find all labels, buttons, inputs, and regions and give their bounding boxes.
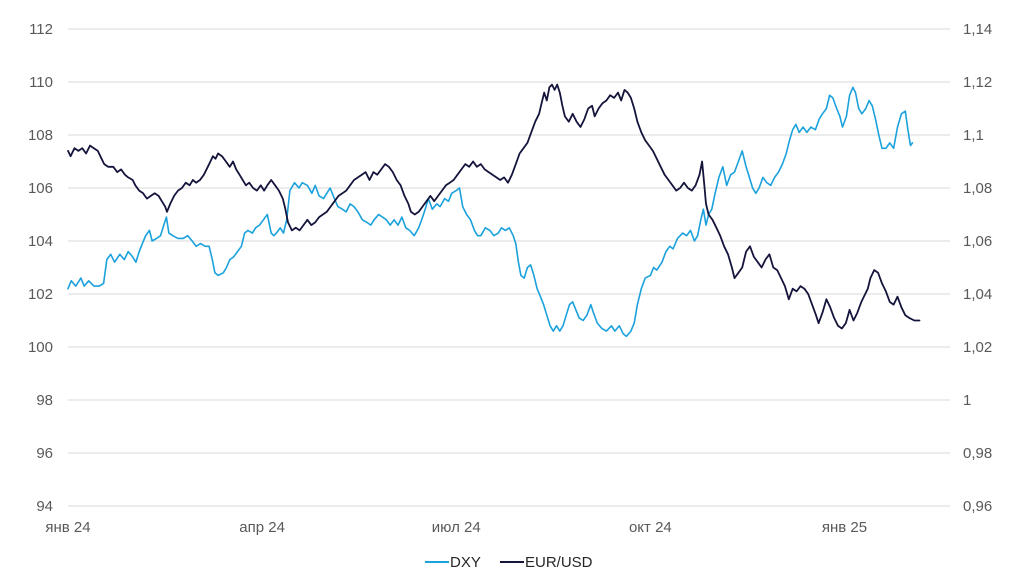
x-tick-label: янв 24 <box>45 519 90 536</box>
y-left-tick-label: 108 <box>28 127 53 144</box>
x-tick-label: апр 24 <box>239 519 285 536</box>
y-right-tick-label: 1,06 <box>963 233 992 250</box>
y-right-tick-label: 1,12 <box>963 74 992 91</box>
legend: DXY EUR/USD <box>425 554 593 571</box>
y-left-tick-label: 106 <box>28 180 53 197</box>
y-left-tick-label: 100 <box>28 339 53 356</box>
y-right-tick-label: 1 <box>963 392 971 409</box>
y-right-tick-label: 1,08 <box>963 180 992 197</box>
y-left-tick-label: 112 <box>29 21 53 38</box>
series-line-dxy <box>67 86 914 338</box>
y-left-tick-label: 94 <box>36 498 53 515</box>
y-right-tick-label: 1,02 <box>963 339 992 356</box>
y-left-tick-label: 96 <box>36 445 53 462</box>
y-left-tick-label: 110 <box>29 74 53 91</box>
x-tick-label: янв 25 <box>822 519 867 536</box>
y-left-tick-label: 104 <box>28 233 53 250</box>
y-left-tick-label: 98 <box>36 392 53 409</box>
y-axis-left-ticks: 112 110 108 106 104 102 100 98 96 94 <box>28 21 53 515</box>
grid-lines <box>68 28 950 507</box>
series-line-eurusd <box>67 83 921 330</box>
x-axis-ticks: янв 24 апр 24 июл 24 окт 24 янв 25 <box>45 519 867 536</box>
y-right-tick-label: 1,1 <box>963 127 984 144</box>
y-right-tick-label: 0,98 <box>963 445 992 462</box>
series-lines <box>67 83 921 338</box>
y-right-tick-label: 1,04 <box>963 286 992 303</box>
legend-label-eurusd: EUR/USD <box>525 554 593 571</box>
y-right-tick-label: 0,96 <box>963 498 992 515</box>
y-axis-right-ticks: 1,14 1,12 1,1 1,08 1,06 1,04 1,02 1 0,98 0,96 <box>963 21 992 515</box>
x-tick-label: окт 24 <box>629 519 672 536</box>
x-tick-label: июл 24 <box>432 519 481 536</box>
y-right-tick-label: 1,14 <box>963 21 992 38</box>
y-left-tick-label: 102 <box>28 286 53 303</box>
legend-label-dxy: DXY <box>450 554 481 571</box>
